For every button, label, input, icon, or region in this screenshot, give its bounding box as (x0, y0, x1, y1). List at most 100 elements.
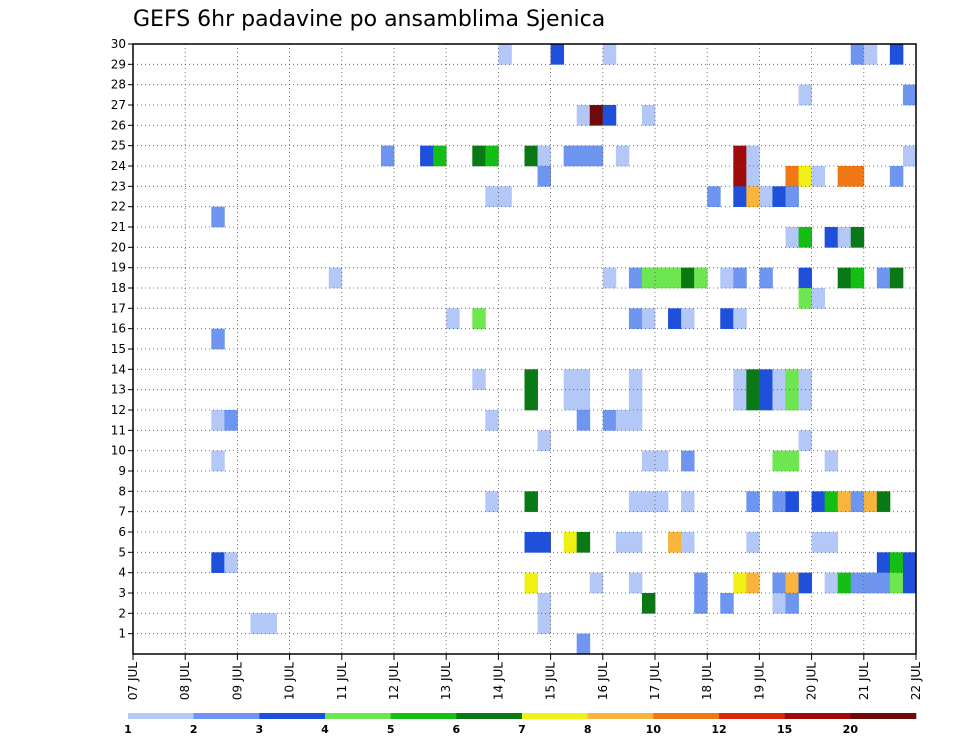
heatmap-cell (903, 573, 916, 594)
legend-swatch (850, 713, 916, 719)
heatmap-cell (655, 451, 668, 472)
heatmap-cell (681, 451, 694, 472)
heatmap-cell (746, 532, 759, 553)
heatmap-cell (211, 552, 224, 573)
heatmap-cell (485, 410, 498, 431)
x-tick-label: 18 JUL (700, 662, 714, 700)
heatmap-cell (864, 491, 877, 512)
legend-swatch (194, 713, 260, 719)
heatmap-cell (538, 146, 551, 167)
heatmap-cell (694, 593, 707, 614)
y-tick-label: 8 (118, 484, 126, 498)
heatmap-cell (851, 491, 864, 512)
heatmap-cell (825, 491, 838, 512)
heatmap-cell (759, 268, 772, 289)
heatmap-cell (733, 369, 746, 390)
heatmap-cell (485, 491, 498, 512)
heatmap-cell (642, 308, 655, 329)
heatmap-cell (525, 491, 538, 512)
heatmap-cell (851, 166, 864, 187)
heatmap-cell (577, 634, 590, 655)
heatmap-cell (642, 593, 655, 614)
precipitation-ensemble-chart: GEFS 6hr padavine po ansamblima Sjenica … (0, 0, 960, 742)
heatmap-cell (838, 227, 851, 248)
heatmap-cell (681, 532, 694, 553)
heatmap-cell (498, 186, 511, 207)
heatmap-cell (250, 613, 263, 634)
color-legend: 1 2 3 4 5 6 7 8 10 12 15 20 (124, 713, 916, 736)
y-tick-label: 26 (111, 118, 126, 132)
legend-label: 20 (843, 723, 859, 736)
heatmap-cell (668, 308, 681, 329)
heatmap-cell (825, 451, 838, 472)
heatmap-cell (851, 573, 864, 594)
heatmap-cell (694, 268, 707, 289)
heatmap-cell (851, 227, 864, 248)
heatmap-cell (746, 390, 759, 411)
heatmap-cell (799, 573, 812, 594)
heatmap-cell (812, 532, 825, 553)
legend-label: 8 (584, 723, 592, 736)
heatmap-cell (590, 105, 603, 126)
x-tick-label: 16 JUL (596, 662, 610, 700)
heatmap-cell (446, 308, 459, 329)
legend-swatch (719, 713, 785, 719)
legend-swatch (259, 713, 325, 719)
heatmap-cell (864, 573, 877, 594)
y-tick-label: 11 (111, 423, 126, 437)
heatmap-cell (864, 44, 877, 65)
heatmap-cell (577, 146, 590, 167)
heatmap-cell (877, 573, 890, 594)
x-tick-label: 15 JUL (544, 662, 558, 700)
heatmap-cell (472, 146, 485, 167)
heatmap-cell (799, 369, 812, 390)
heatmap-cell (420, 146, 433, 167)
heatmap-cell (525, 532, 538, 553)
heatmap-cell (538, 166, 551, 187)
heatmap-cell (616, 532, 629, 553)
heatmap-cell (525, 369, 538, 390)
x-tick-label: 09 JUL (230, 662, 244, 700)
heatmap-cell (603, 410, 616, 431)
heatmap-cell (525, 573, 538, 594)
heatmap-cell (733, 166, 746, 187)
x-tick-label: 20 JUL (805, 662, 819, 700)
y-tick-label: 3 (118, 586, 126, 600)
y-tick-label: 14 (111, 362, 126, 376)
heatmap-cell (668, 268, 681, 289)
y-tick-label: 24 (111, 159, 126, 173)
heatmap-cell (629, 369, 642, 390)
y-tick-label: 5 (118, 545, 126, 559)
y-tick-label: 28 (111, 78, 126, 92)
heatmap-cell (838, 268, 851, 289)
heatmap-cell (381, 146, 394, 167)
legend-label: 15 (777, 723, 792, 736)
x-tick-label: 17 JUL (648, 662, 662, 700)
y-tick-label: 22 (111, 200, 126, 214)
heatmap-cell (786, 390, 799, 411)
heatmap-cell (772, 573, 785, 594)
heatmap-cell (642, 491, 655, 512)
legend-swatch (588, 713, 654, 719)
heatmap-cell (812, 166, 825, 187)
legend-swatch (325, 713, 391, 719)
y-tick-label: 30 (111, 37, 126, 51)
legend-swatch (785, 713, 851, 719)
heatmap-cell (264, 613, 277, 634)
heatmap-cell (890, 573, 903, 594)
legend-label: 7 (518, 723, 526, 736)
heatmap-cell (746, 573, 759, 594)
y-tick-label: 13 (111, 383, 126, 397)
heatmap-cell (564, 369, 577, 390)
heatmap-cell (772, 593, 785, 614)
legend-label: 3 (256, 723, 264, 736)
heatmap-cell (759, 390, 772, 411)
heatmap-cell (485, 146, 498, 167)
heatmap-cell (786, 227, 799, 248)
heatmap-cell (799, 166, 812, 187)
heatmap-cell (472, 308, 485, 329)
legend-swatch (522, 713, 588, 719)
heatmap-cell (903, 552, 916, 573)
x-tick-label: 08 JUL (178, 662, 192, 700)
heatmap-cell (825, 227, 838, 248)
